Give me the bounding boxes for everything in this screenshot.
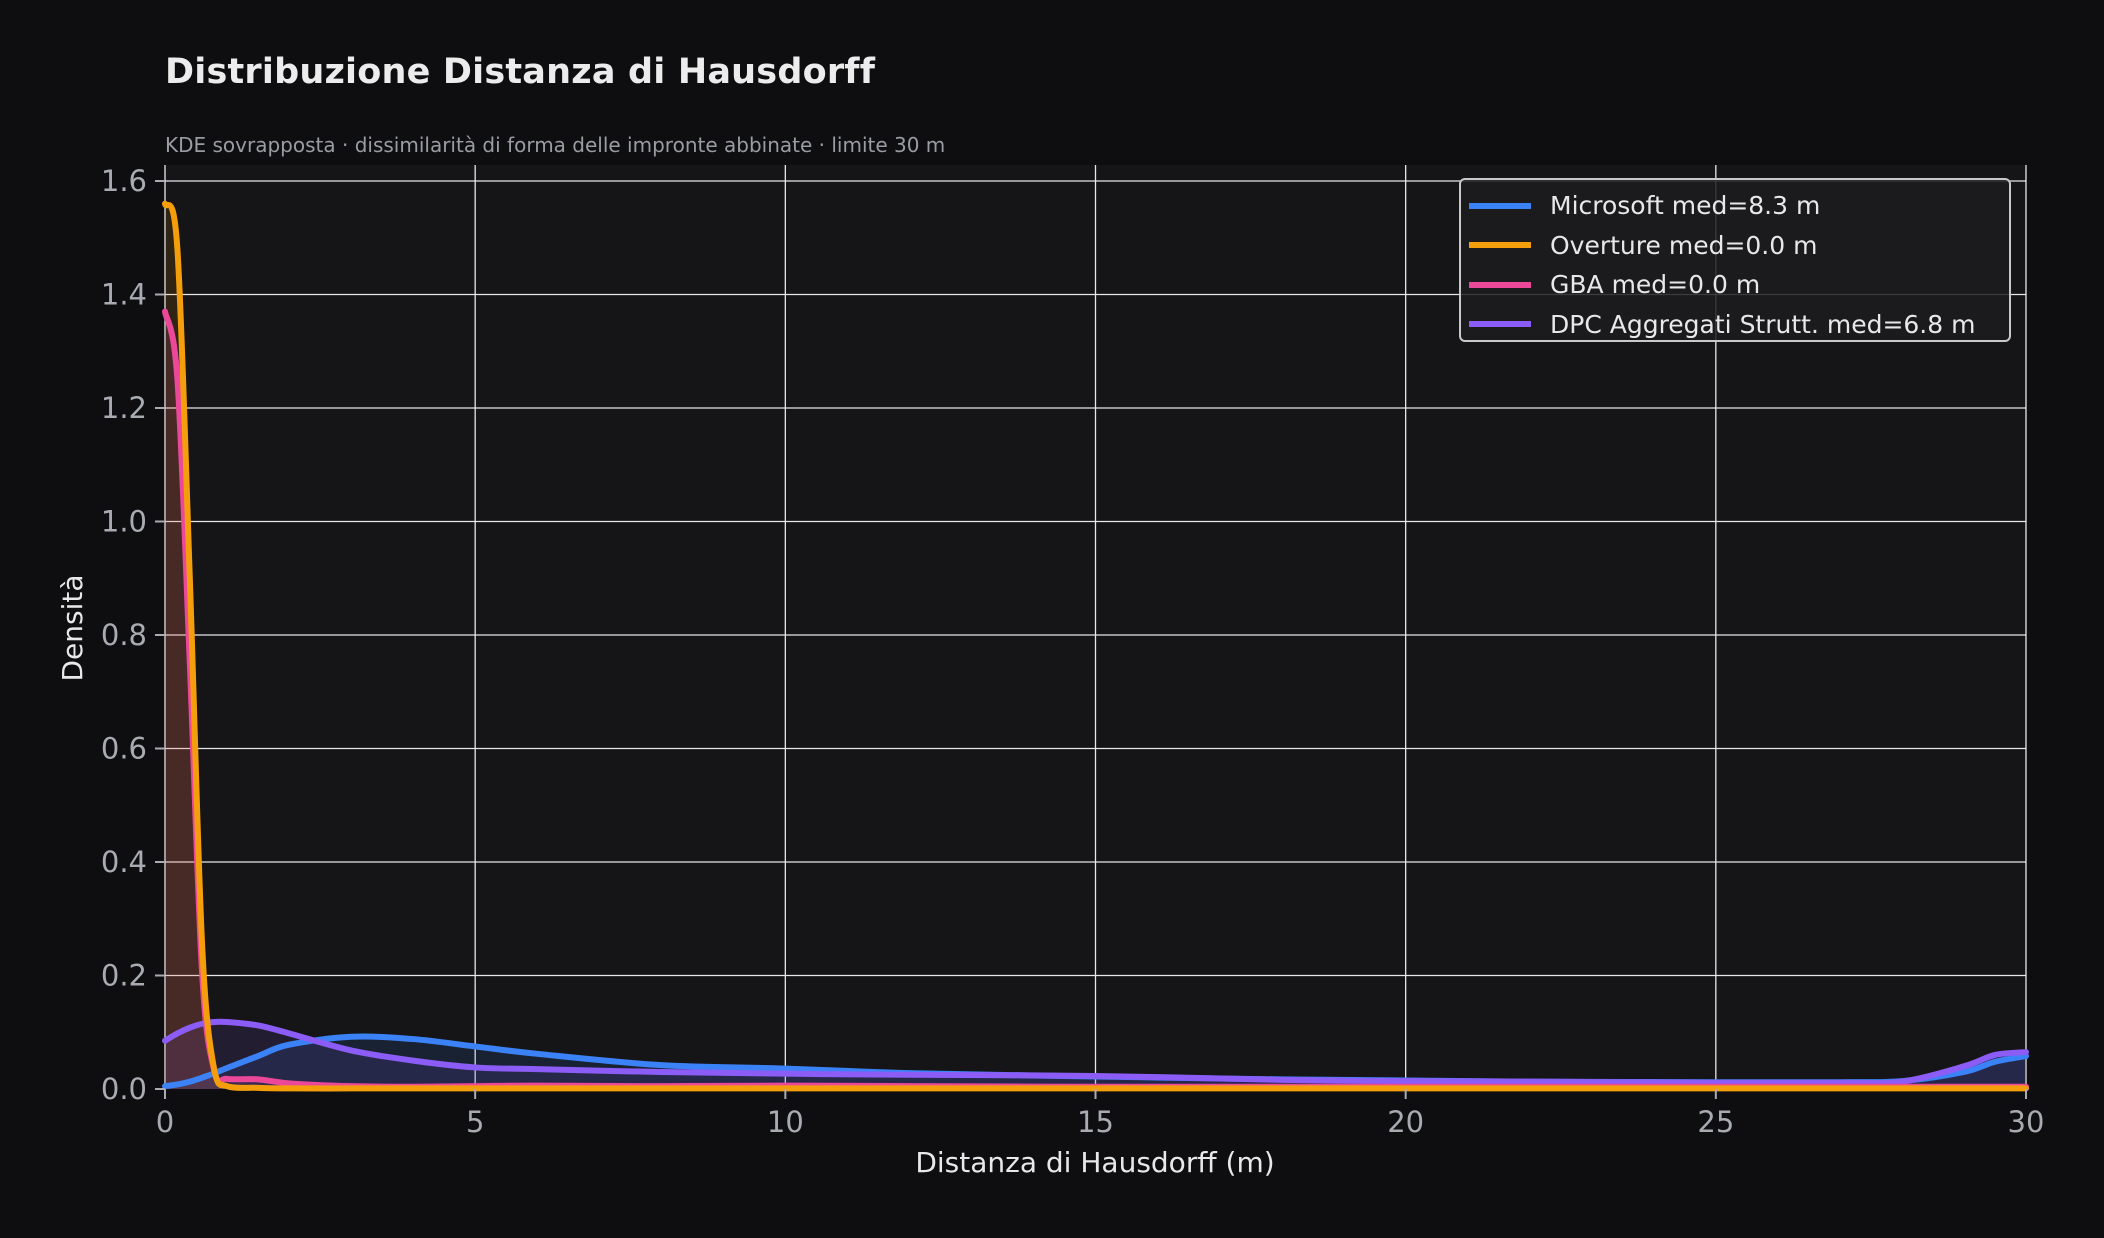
legend-swatch-dpc <box>1469 321 1531 328</box>
legend-item-dpc: DPC Aggregati Strutt. med=6.8 m <box>1461 305 2009 345</box>
y-tick-label: 0.8 <box>101 618 147 652</box>
chart-title: Distribuzione Distanza di Hausdorff <box>165 52 876 92</box>
y-tick-label: 1.4 <box>101 278 147 312</box>
grid-lines <box>164 165 2027 1089</box>
y-tick-label: 0.2 <box>101 959 147 993</box>
x-tick-label: 10 <box>767 1105 804 1139</box>
legend-item-gba: GBA med=0.0 m <box>1461 265 2009 305</box>
kde-area-microsoft <box>165 1036 2026 1089</box>
y-tick-label: 1.6 <box>101 164 147 198</box>
y-tick-label: 0.0 <box>101 1072 147 1106</box>
y-tick-label: 1.0 <box>101 505 147 539</box>
y-tick-label: 0.4 <box>101 845 147 879</box>
legend-item-microsoft: Microsoft med=8.3 m <box>1461 186 2009 226</box>
axis-ticks: 0.0 0.2 0.4 0.6 0.8 1.0 1.2 1.4 1.6 0 5 10 15 20 25 30 <box>101 164 2045 1139</box>
chart-legend: Microsoft med=8.3 m Overture med=0.0 m G… <box>1459 178 2011 342</box>
legend-label: Overture med=0.0 m <box>1550 230 1818 260</box>
legend-item-overture: Overture med=0.0 m <box>1461 226 2009 266</box>
y-tick-label: 0.6 <box>101 732 147 766</box>
kde-line-overture <box>162 200 2029 1092</box>
x-axis-label: Distanza di Hausdorff (m) <box>915 1146 1274 1179</box>
chart-subtitle: KDE sovrapposta · dissimilarità di forma… <box>165 133 946 157</box>
x-tick-label: 20 <box>1387 1105 1424 1139</box>
x-tick-label: 5 <box>466 1105 484 1139</box>
kde-line-dpc <box>162 1018 2029 1087</box>
x-tick-label: 0 <box>156 1105 174 1139</box>
kde-lines <box>162 200 2029 1092</box>
y-axis-label: Densità <box>56 574 89 681</box>
legend-swatch-gba <box>1469 281 1531 288</box>
y-tick-label: 1.2 <box>101 391 147 425</box>
legend-label: Microsoft med=8.3 m <box>1550 191 1821 221</box>
x-tick-label: 30 <box>2008 1105 2045 1139</box>
x-tick-label: 25 <box>1697 1105 1734 1139</box>
legend-label: DPC Aggregati Strutt. med=6.8 m <box>1550 309 1976 339</box>
legend-swatch-overture <box>1469 242 1531 249</box>
x-tick-label: 15 <box>1077 1105 1114 1139</box>
legend-label: GBA med=0.0 m <box>1550 270 1761 300</box>
legend-swatch-microsoft <box>1469 202 1531 209</box>
